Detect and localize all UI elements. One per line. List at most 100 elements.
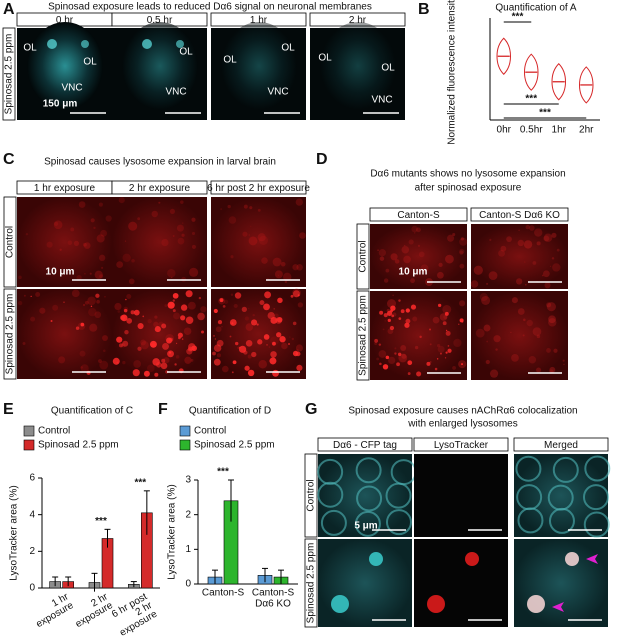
microscopy-image [514,539,608,627]
column-header: 1 hr exposure [34,183,96,194]
blob [400,345,407,351]
x-tick-label: 0hr [497,125,512,136]
blob [488,271,498,281]
blob [428,328,432,331]
blob [401,245,410,254]
blob [263,303,270,311]
cell-outline [317,458,344,485]
blob [30,295,32,297]
row-label-box [2,27,16,121]
region-label: OL [381,63,395,74]
blob [241,306,247,312]
blob [543,270,550,278]
blob [130,310,135,315]
blob [546,302,556,312]
blob [220,208,223,211]
blob [172,235,175,237]
y-axis-label: LysoTracker area (%) [9,485,20,580]
cell-outline [582,484,609,511]
microscopy-image [318,539,412,627]
row-label: Spinosad 2.5 ppm [358,295,369,376]
blob [526,319,533,327]
blob [548,315,556,324]
blob [238,345,247,353]
microscopy-image [17,197,112,287]
blob [523,240,533,249]
blob [125,298,127,301]
blob [23,294,26,297]
column-header: 6 hr post 2 hr exposure [207,183,310,194]
blob [63,301,65,303]
blob [266,344,268,346]
microscopy-image [414,539,508,627]
blob [546,302,552,308]
blob [248,234,251,236]
blob [117,310,121,313]
blob [528,356,537,364]
blob [198,296,202,300]
blob [524,261,526,263]
blob [551,257,555,260]
blob [82,242,87,247]
blob [281,342,288,350]
blob [183,327,192,336]
blob [245,340,253,347]
blob [270,317,278,324]
cell-outline [317,481,344,508]
blob [383,313,388,318]
blob [96,234,105,243]
blob [385,355,390,360]
blob [418,251,425,258]
y-axis-label: Normalized fluorescence intensity [447,0,458,145]
blob [167,301,175,309]
blob [403,255,411,264]
panel-label: D [316,151,328,168]
panel-label: C [3,151,15,168]
blob [52,304,59,311]
panel-label: E [3,401,14,418]
blob [186,348,193,355]
blob [417,270,420,273]
blob [394,352,397,355]
blob [101,266,104,269]
blob [50,319,53,322]
blob [73,240,80,246]
blob [390,305,396,311]
blob [511,297,518,304]
blob [407,372,411,375]
scale-label: 10 μm [399,267,428,278]
microscopy-image [370,224,467,289]
blob [126,293,132,299]
blob [498,249,506,257]
blob [162,342,169,350]
blob [252,313,255,317]
blob [234,292,242,299]
blob [93,226,96,230]
x-tick-label: Dα6 KO [255,599,291,610]
blob [172,299,175,302]
blob [191,231,196,235]
blob [222,365,229,373]
blob [200,306,207,313]
aggregate [427,595,445,613]
blob [297,302,304,308]
blob [118,343,123,348]
blob [383,278,389,283]
blob [420,264,429,273]
blob [230,255,234,259]
row-label: Control [358,240,369,272]
blob [227,204,231,209]
aggregate [369,552,383,566]
blob [251,319,258,326]
aggregate [565,552,579,566]
legend-label: Control [194,426,226,437]
blob [191,244,196,249]
x-tick-label: Canton-S [252,588,295,599]
blob [229,319,237,326]
blob [379,362,382,366]
blob [384,320,386,322]
blob [259,300,265,306]
blob [250,225,252,228]
blob [394,259,400,264]
blob [172,292,179,299]
